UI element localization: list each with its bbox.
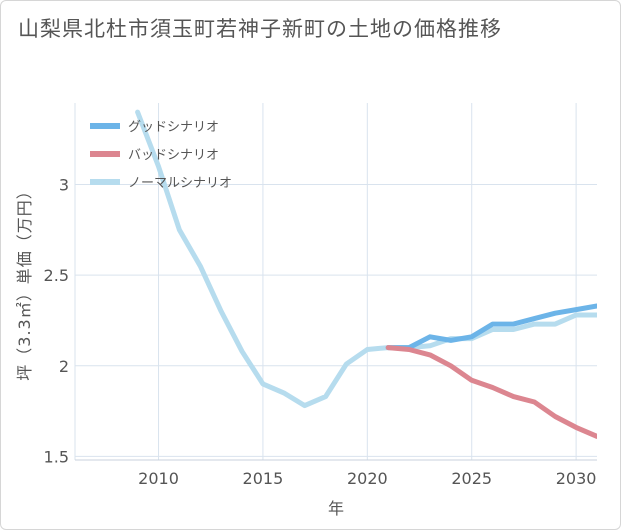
x-tick-label: 2020 xyxy=(347,469,388,488)
bad-scenario-line xyxy=(385,345,597,439)
y-tick-label: 1.5 xyxy=(44,447,69,466)
x-tick-label: 2010 xyxy=(138,469,179,488)
chart-title: 山梨県北杜市須玉町若神子新町の土地の価格推移 xyxy=(18,17,502,41)
legend-normal-scenario-label: ノーマルシナリオ xyxy=(128,176,232,191)
plot-area xyxy=(75,103,597,460)
x-tick-label: 2030 xyxy=(556,469,597,488)
y-tick-label: 2 xyxy=(59,357,69,376)
x-tick-label: 2025 xyxy=(451,469,492,488)
x-tick-label: 2015 xyxy=(243,469,284,488)
y-tick-label: 3 xyxy=(59,176,69,195)
legend-bad-scenario-label: バッドシナリオ xyxy=(128,148,219,163)
legend-good-scenario-label: グッドシナリオ xyxy=(128,120,219,135)
good-scenario-line xyxy=(385,303,597,351)
y-tick-label: 2.5 xyxy=(44,266,69,285)
normal-scenario-line xyxy=(135,109,597,409)
y-axis-title: 坪（3.3㎡）単価（万円） xyxy=(15,182,34,380)
x-axis-title: 年 xyxy=(328,499,344,518)
